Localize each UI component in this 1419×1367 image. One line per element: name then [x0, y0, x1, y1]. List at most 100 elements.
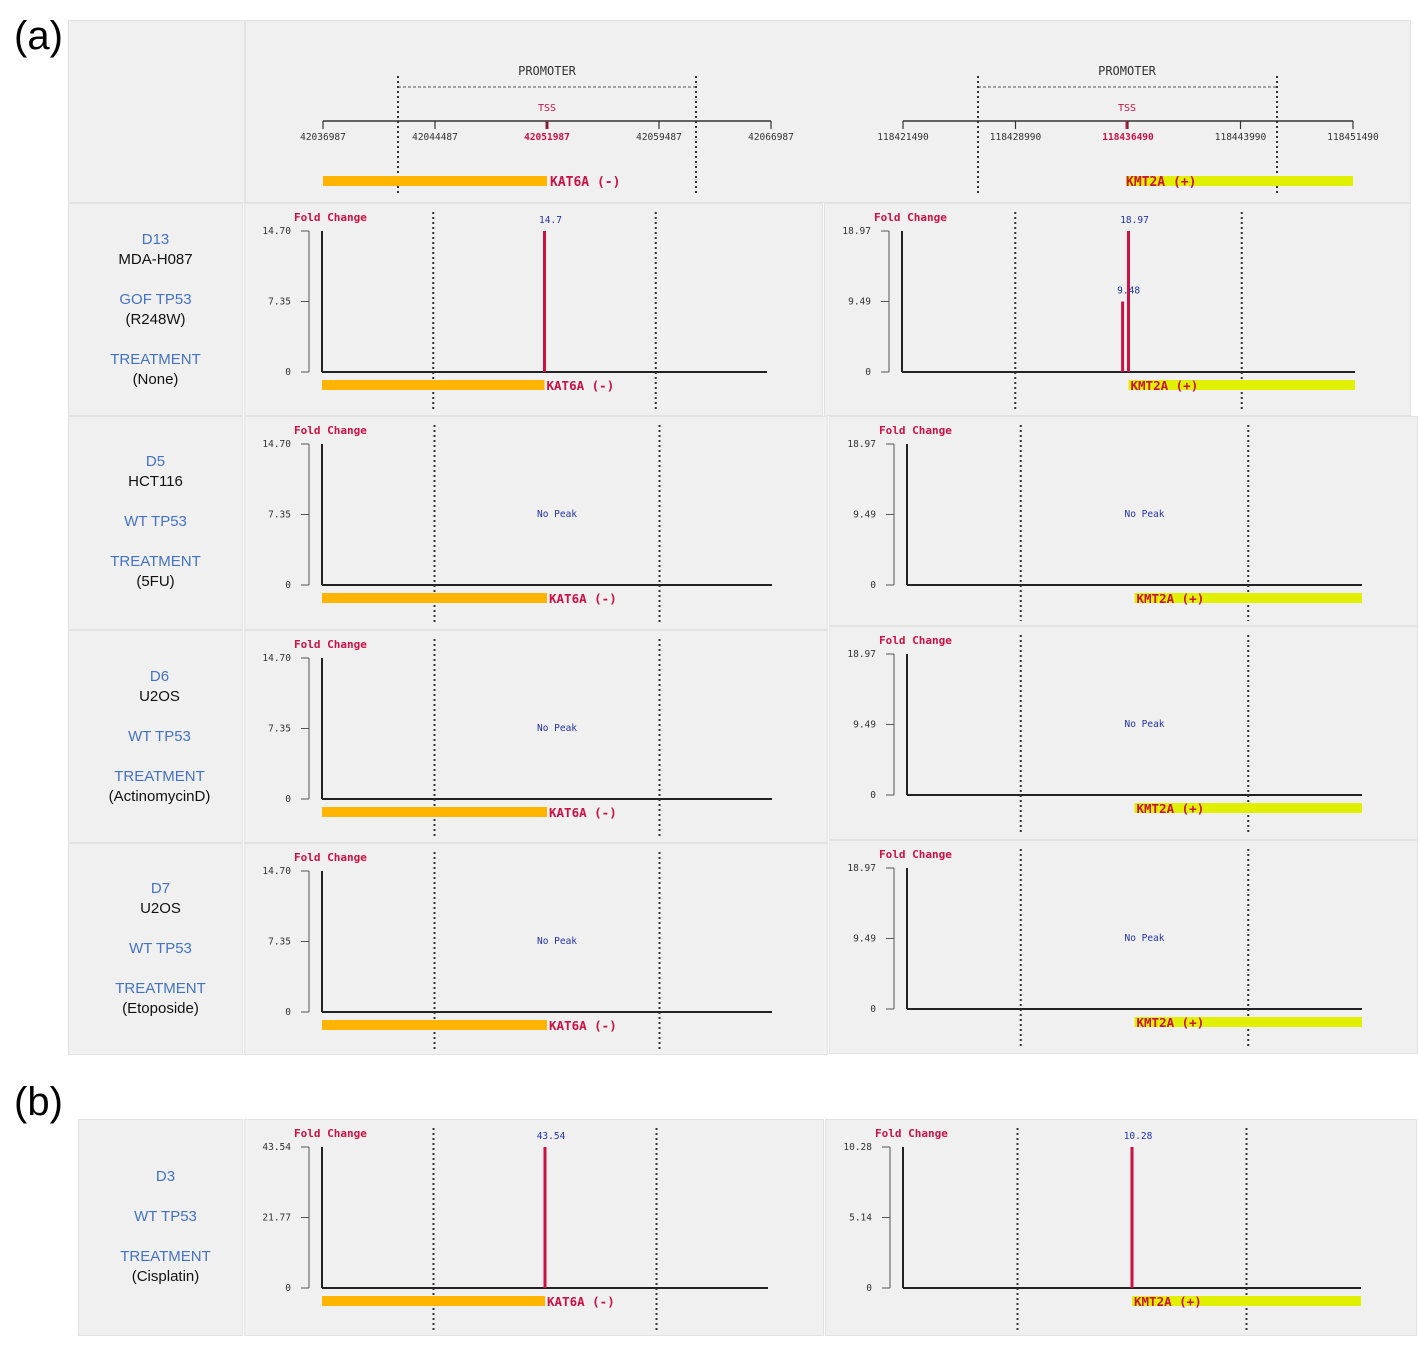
no-peak-label: No Peak — [537, 936, 577, 947]
gene-label: KMT2A (+) — [1137, 801, 1205, 816]
gene-bar — [322, 807, 547, 817]
gene-label: KMT2A (+) — [1134, 1294, 1202, 1309]
fold-change-title: Fold Change — [294, 424, 367, 437]
peak-value-label: 43.54 — [537, 1131, 566, 1142]
y-tick-label: 0 — [285, 1007, 291, 1018]
cell-line: HCT116 — [128, 473, 183, 490]
sample-id: D13 — [141, 231, 170, 248]
row-label-cell-d7 — [68, 843, 243, 1055]
sample-id: D5 — [145, 453, 166, 470]
chart-panel-d13-kat6a: Fold Change 14.70 7.35 0 14.7 KAT6A (-) — [244, 203, 823, 416]
tss-label-kmt2a: TSS — [1118, 103, 1136, 114]
chart-panel-d7-kat6a: Fold Change 14.70 7.35 0 No Peak KAT6A (-) — [244, 843, 828, 1055]
y-tick-label: 0 — [285, 367, 291, 378]
chart-panel-d5-kmt2a: Fold Change 18.97 9.49 0 No Peak KMT2A (+) — [829, 416, 1418, 626]
treatment-value: (ActinomycinD) — [108, 788, 211, 805]
gene-label-kat6a: KAT6A (-) — [550, 175, 620, 190]
y-tick-label: 0 — [870, 790, 876, 801]
coordinate-tick-label: 118421490 — [877, 132, 929, 143]
y-tick-label: 18.97 — [842, 226, 871, 237]
sample-id: D6 — [149, 668, 170, 685]
gene-label: KAT6A (-) — [549, 1018, 617, 1033]
row-label-d5: D5 HCT116 WT TP53 TREATMENT (5FU) — [68, 452, 243, 592]
coordinate-tick-label: 118436490 — [1102, 132, 1154, 143]
promoter-label-kat6a: PROMOTER — [518, 64, 577, 78]
fold-change-title: Fold Change — [294, 851, 367, 864]
peak-bar — [1130, 1147, 1134, 1288]
row-label-cell-d5 — [68, 416, 243, 630]
y-tick-label: 0 — [866, 1283, 872, 1294]
y-tick-label: 7.35 — [268, 724, 291, 735]
row-label-cell-d3 — [78, 1119, 243, 1336]
y-tick-label: 0 — [285, 580, 291, 591]
treatment-label: TREATMENT — [110, 553, 201, 570]
row-label-cell-d13 — [68, 203, 243, 416]
coordinate-tick-label: 42066987 — [748, 132, 794, 143]
y-tick-label: 9.49 — [853, 719, 876, 730]
peak-bar — [543, 231, 546, 372]
y-tick-label: 7.35 — [268, 937, 291, 948]
y-tick-label: 5.14 — [849, 1213, 872, 1224]
y-tick-label: 14.70 — [262, 653, 291, 664]
gene-label: KAT6A (-) — [547, 378, 615, 393]
cell-line: U2OS — [139, 688, 180, 705]
y-tick-label: 18.97 — [847, 439, 876, 450]
coordinate-tick-label: 42044487 — [412, 132, 458, 143]
header-track: PROMOTER TSS 42036987 42044487 42051987 420… — [300, 64, 1379, 196]
chart-panel-d6-kat6a: Fold Change 14.70 7.35 0 No Peak KAT6A (-) — [244, 630, 828, 843]
row-label-d3: D3 WT TP53 TREATMENT (Cisplatin) — [78, 1167, 253, 1287]
gene-label: KMT2A (+) — [1137, 1015, 1205, 1030]
gene-bar — [322, 1296, 545, 1306]
sample-id: D3 — [155, 1168, 176, 1185]
peak-value-label: 9.48 — [1117, 286, 1140, 297]
coordinate-tick-label: 118428990 — [990, 132, 1042, 143]
treatment-label: TREATMENT — [110, 351, 201, 368]
y-tick-label: 21.77 — [262, 1213, 291, 1224]
row-label-d13: D13 MDA-H087 GOF TP53 (R248W) TREATMENT … — [68, 230, 243, 390]
y-tick-label: 0 — [870, 580, 876, 591]
coordinate-tick-label: 42059487 — [636, 132, 682, 143]
y-tick-label: 14.70 — [262, 866, 291, 877]
y-tick-label: 18.97 — [847, 649, 876, 660]
y-tick-label: 9.49 — [848, 296, 871, 307]
fold-change-title: Fold Change — [294, 211, 367, 224]
no-peak-label: No Peak — [537, 509, 577, 520]
y-tick-label: 7.35 — [268, 297, 291, 308]
no-peak-label: No Peak — [1124, 719, 1164, 730]
kat6a-header: PROMOTER TSS 42036987 42044487 42051987 420… — [300, 64, 794, 196]
cell-line: U2OS — [140, 900, 181, 917]
tss-label-kat6a: TSS — [538, 103, 556, 114]
sample-id: D7 — [150, 880, 171, 897]
gene-label: KMT2A (+) — [1137, 591, 1205, 606]
fold-change-title: Fold Change — [294, 1127, 367, 1140]
fold-change-title: Fold Change — [875, 1127, 948, 1140]
y-tick-label: 9.49 — [853, 509, 876, 520]
gene-label: KAT6A (-) — [549, 591, 617, 606]
gene-bar — [1134, 803, 1362, 813]
y-tick-label: 14.70 — [262, 439, 291, 450]
cell-line: MDA-H087 — [118, 251, 193, 268]
peak-bar — [1121, 301, 1125, 372]
y-tick-label: 7.35 — [268, 510, 291, 521]
treatment-value: (5FU) — [136, 573, 175, 590]
tp53-status: WT TP53 — [129, 940, 192, 957]
gene-bar — [1134, 593, 1362, 603]
treatment-label: TREATMENT — [115, 980, 206, 997]
no-peak-label: No Peak — [537, 723, 577, 734]
header-track-cell: PROMOTER TSS 42036987 42044487 42051987 420… — [245, 20, 1411, 203]
y-tick-label: 14.70 — [262, 226, 291, 237]
fold-change-title: Fold Change — [879, 634, 952, 647]
fold-change-title: Fold Change — [879, 424, 952, 437]
gene-bar-kmt2a — [1126, 176, 1353, 186]
row-label-cell-d6 — [68, 630, 243, 843]
gene-bar — [1132, 1296, 1361, 1306]
panel-label-b: (b) — [14, 1080, 63, 1124]
treatment-label: TREATMENT — [120, 1248, 211, 1265]
tp53-status: WT TP53 — [128, 728, 191, 745]
peak-bar — [1127, 231, 1130, 372]
